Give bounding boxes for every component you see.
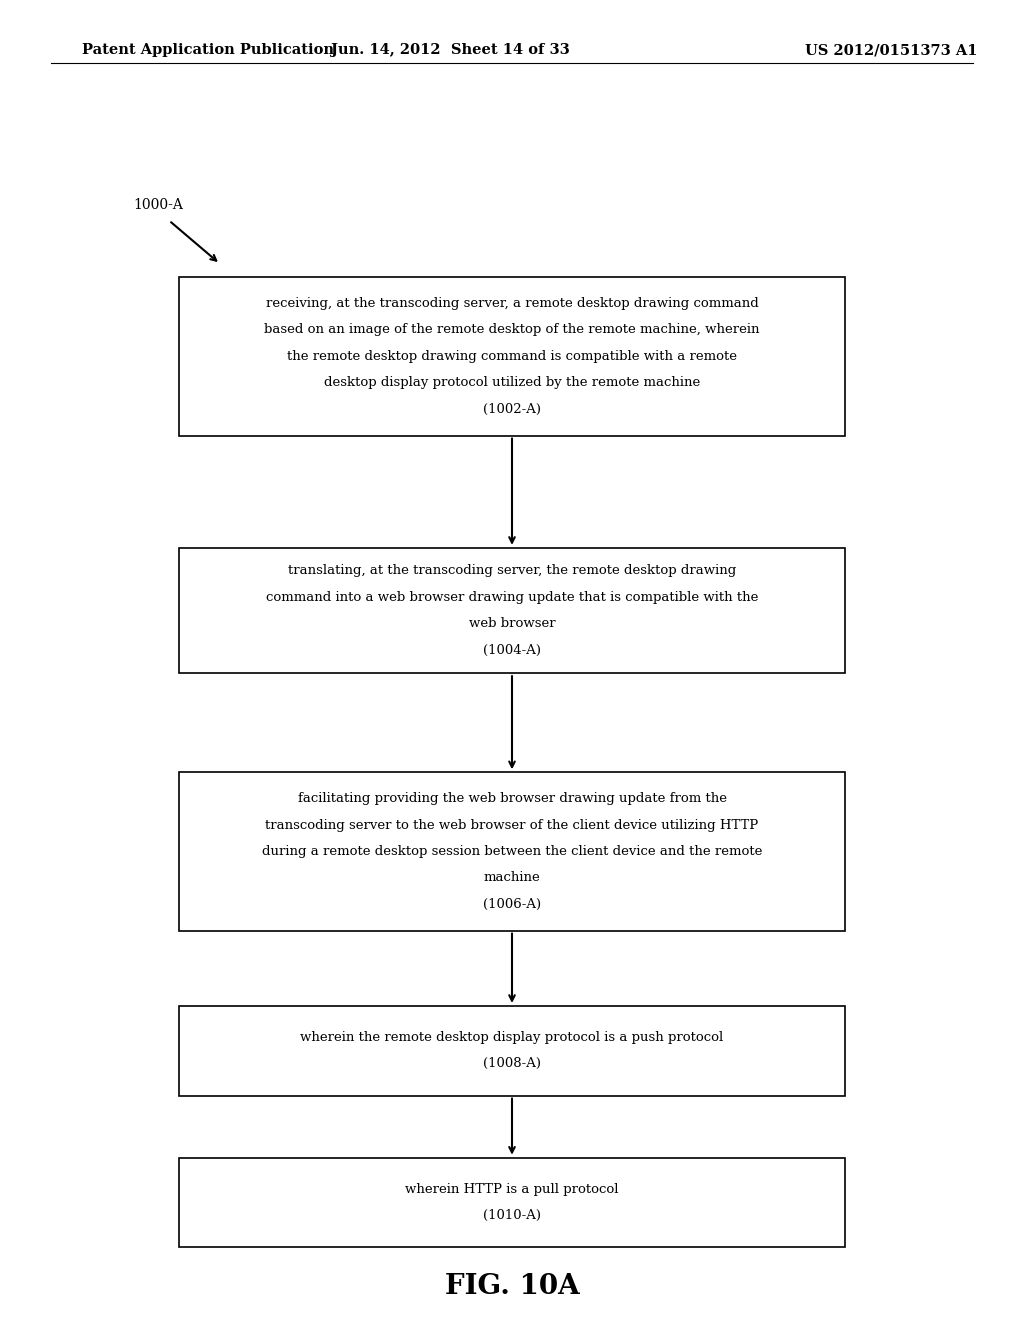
FancyBboxPatch shape xyxy=(179,1158,845,1247)
FancyBboxPatch shape xyxy=(179,277,845,436)
Text: (1004-A): (1004-A) xyxy=(483,644,541,656)
FancyBboxPatch shape xyxy=(179,548,845,673)
Text: US 2012/0151373 A1: US 2012/0151373 A1 xyxy=(805,44,977,57)
Text: (1008-A): (1008-A) xyxy=(483,1057,541,1071)
FancyBboxPatch shape xyxy=(179,1006,845,1096)
Text: during a remote desktop session between the client device and the remote: during a remote desktop session between … xyxy=(262,845,762,858)
Text: 1000-A: 1000-A xyxy=(133,198,183,211)
Text: wherein HTTP is a pull protocol: wherein HTTP is a pull protocol xyxy=(406,1183,618,1196)
Text: (1006-A): (1006-A) xyxy=(483,898,541,911)
Text: machine: machine xyxy=(483,871,541,884)
Text: wherein the remote desktop display protocol is a push protocol: wherein the remote desktop display proto… xyxy=(300,1031,724,1044)
FancyBboxPatch shape xyxy=(179,772,845,931)
Text: facilitating providing the web browser drawing update from the: facilitating providing the web browser d… xyxy=(298,792,726,805)
Text: based on an image of the remote desktop of the remote machine, wherein: based on an image of the remote desktop … xyxy=(264,323,760,337)
Text: translating, at the transcoding server, the remote desktop drawing: translating, at the transcoding server, … xyxy=(288,565,736,577)
Text: (1002-A): (1002-A) xyxy=(483,403,541,416)
Text: web browser: web browser xyxy=(469,618,555,630)
Text: command into a web browser drawing update that is compatible with the: command into a web browser drawing updat… xyxy=(266,591,758,603)
Text: FIG. 10A: FIG. 10A xyxy=(444,1274,580,1300)
Text: receiving, at the transcoding server, a remote desktop drawing command: receiving, at the transcoding server, a … xyxy=(265,297,759,310)
Text: transcoding server to the web browser of the client device utilizing HTTP: transcoding server to the web browser of… xyxy=(265,818,759,832)
Text: the remote desktop drawing command is compatible with a remote: the remote desktop drawing command is co… xyxy=(287,350,737,363)
Text: (1010-A): (1010-A) xyxy=(483,1209,541,1222)
Text: Patent Application Publication: Patent Application Publication xyxy=(82,44,334,57)
Text: desktop display protocol utilized by the remote machine: desktop display protocol utilized by the… xyxy=(324,376,700,389)
Text: Jun. 14, 2012  Sheet 14 of 33: Jun. 14, 2012 Sheet 14 of 33 xyxy=(331,44,570,57)
